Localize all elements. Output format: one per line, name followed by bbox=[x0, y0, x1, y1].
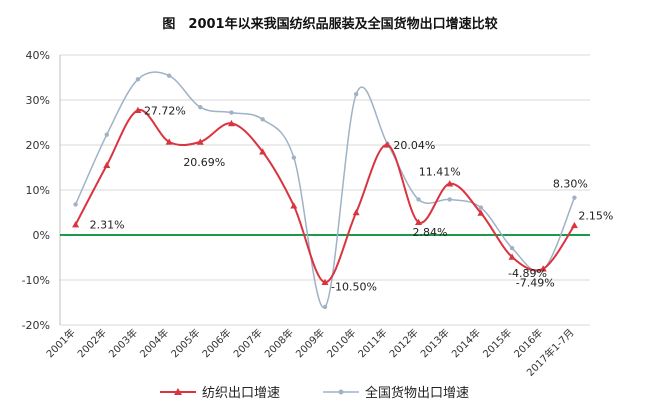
data-point-marker bbox=[196, 138, 204, 145]
x-tick-label: 2005年 bbox=[168, 326, 202, 360]
data-point-marker bbox=[260, 117, 265, 122]
data-point-marker bbox=[166, 73, 172, 78]
data-label: 2.84% bbox=[413, 226, 448, 239]
data-point-marker bbox=[103, 161, 111, 169]
y-tick-label: -20% bbox=[22, 319, 50, 332]
data-point-marker bbox=[539, 265, 547, 272]
y-tick-label: 0% bbox=[33, 229, 50, 242]
series-line bbox=[74, 109, 576, 284]
data-labels: 2.31% 27.72% 20.69% -10.50% 20.04% 2.84% 11.41… bbox=[90, 104, 614, 293]
data-point-marker bbox=[352, 209, 360, 216]
data-label: 11.41% bbox=[419, 166, 461, 179]
data-point-marker bbox=[477, 209, 485, 216]
x-tick-label: 2007年 bbox=[231, 326, 265, 360]
x-tick-label: 2008年 bbox=[262, 326, 296, 360]
data-label: 2.15% bbox=[578, 209, 613, 222]
data-point-marker bbox=[478, 205, 484, 210]
data-label: 20.04% bbox=[393, 139, 435, 152]
data-label: 27.72% bbox=[144, 104, 186, 117]
data-point-marker bbox=[104, 132, 109, 137]
data-point-marker bbox=[415, 218, 423, 226]
data-label: 8.30% bbox=[553, 178, 588, 191]
x-tick-label: 2013年 bbox=[418, 326, 452, 360]
series-textile-export bbox=[72, 106, 578, 286]
y-tick-label: 40% bbox=[26, 49, 50, 62]
chart-title: 图 2001年以来我国纺织品服装及全国货物出口增速比较 bbox=[162, 16, 497, 32]
data-point-marker bbox=[416, 197, 421, 202]
data-point-marker bbox=[291, 155, 297, 160]
x-tick-label: 2011年 bbox=[355, 326, 389, 360]
series-layer bbox=[72, 71, 578, 310]
data-label: 2.31% bbox=[90, 219, 125, 232]
legend: 纺织出口增速 全国货物出口增速 bbox=[160, 385, 469, 401]
data-point-marker bbox=[165, 138, 173, 145]
series-national-export bbox=[73, 71, 577, 310]
data-point-marker bbox=[446, 180, 454, 187]
data-point-marker bbox=[227, 119, 235, 127]
data-point-marker bbox=[353, 91, 359, 97]
data-point-marker bbox=[322, 304, 328, 310]
data-point-marker bbox=[259, 148, 267, 155]
x-tick-label: 2006年 bbox=[199, 326, 233, 360]
data-point-marker bbox=[135, 77, 141, 82]
y-tick-label: 20% bbox=[26, 139, 50, 152]
data-point-marker bbox=[508, 253, 516, 260]
legend-label: 纺织出口增速 bbox=[202, 386, 280, 401]
data-point-marker bbox=[572, 195, 577, 200]
data-label: -4.89% bbox=[508, 267, 547, 280]
x-tick-label: 2012年 bbox=[386, 326, 420, 360]
data-point-marker bbox=[198, 105, 203, 110]
x-tick-label: 2004年 bbox=[137, 326, 171, 360]
x-tick-label: 2014年 bbox=[449, 326, 483, 360]
data-point-marker bbox=[321, 278, 329, 286]
data-point-marker bbox=[447, 197, 452, 202]
data-point-marker bbox=[383, 141, 391, 148]
x-tick-label: 2009年 bbox=[293, 326, 327, 360]
data-point-marker bbox=[229, 110, 234, 115]
x-tick-label: 2010年 bbox=[324, 326, 358, 360]
y-tick-label: 10% bbox=[26, 184, 50, 197]
x-tick-label: 2003年 bbox=[106, 326, 140, 360]
legend-swatch-marker bbox=[174, 388, 182, 395]
data-label: -10.50% bbox=[331, 280, 377, 293]
data-label: 20.69% bbox=[183, 156, 225, 169]
data-point-marker bbox=[134, 106, 142, 114]
data-point-marker bbox=[290, 202, 298, 209]
data-label: -7.49% bbox=[516, 277, 555, 290]
data-point-marker bbox=[570, 221, 578, 229]
data-point-marker bbox=[509, 245, 515, 251]
grid bbox=[60, 54, 590, 326]
x-tick-label: 2015年 bbox=[480, 326, 514, 360]
legend-swatch-marker bbox=[338, 389, 344, 395]
axes: -20%-10%0%10%20%30%40%2001年2002年2003年200… bbox=[22, 49, 590, 379]
x-tick-label: 2002年 bbox=[75, 326, 109, 360]
data-point-marker bbox=[73, 202, 78, 207]
legend-label: 全国货物出口增速 bbox=[365, 385, 469, 401]
data-point-marker bbox=[72, 221, 80, 228]
y-tick-label: -10% bbox=[22, 274, 50, 287]
y-tick-label: 30% bbox=[26, 94, 50, 107]
